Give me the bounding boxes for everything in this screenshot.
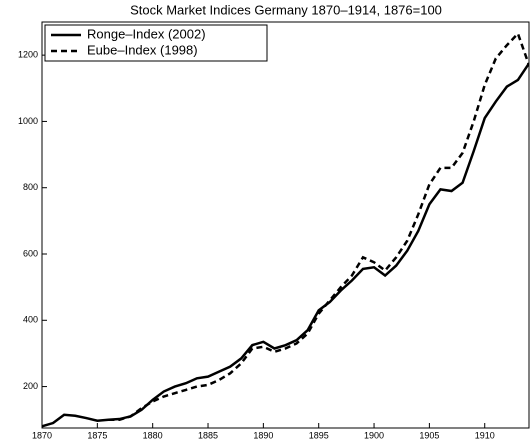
series-line	[42, 62, 529, 428]
legend-label: Ronge–Index (2002)	[87, 26, 206, 41]
y-tick-label: 600	[23, 248, 38, 258]
x-tick-label: 1875	[87, 430, 107, 440]
x-tick-label: 1885	[198, 430, 218, 440]
series-line	[108, 31, 529, 421]
x-tick-label: 1870	[32, 430, 52, 440]
y-tick-label: 400	[23, 315, 38, 325]
x-tick-label: 1905	[419, 430, 439, 440]
x-tick-label: 1880	[143, 430, 163, 440]
y-tick-label: 800	[23, 182, 38, 192]
x-tick-label: 1900	[364, 430, 384, 440]
legend-label: Eube–Index (1998)	[87, 42, 198, 57]
x-tick-label: 1890	[253, 430, 273, 440]
y-tick-label: 1200	[18, 50, 38, 60]
x-tick-label: 1895	[309, 430, 329, 440]
y-tick-label: 1000	[18, 116, 38, 126]
y-tick-label: 200	[23, 381, 38, 391]
x-tick-label: 1910	[475, 430, 495, 440]
plot-frame	[41, 21, 530, 429]
chart-title: Stock Market Indices Germany 1870–1914, …	[130, 2, 442, 17]
legend-box	[44, 24, 268, 62]
